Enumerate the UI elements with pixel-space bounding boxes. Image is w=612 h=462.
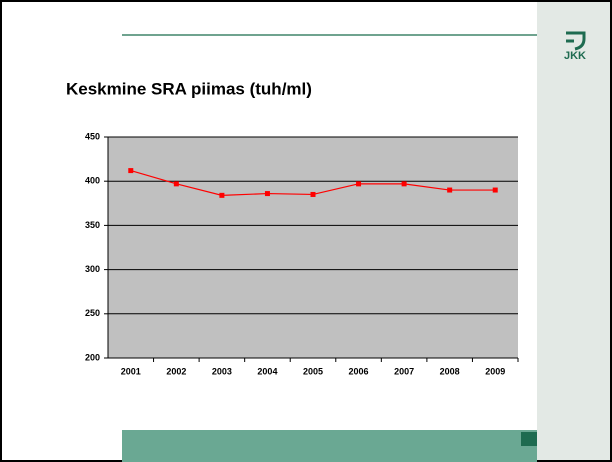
plot-area bbox=[108, 137, 518, 358]
x-tick-label: 2008 bbox=[440, 366, 460, 376]
data-point bbox=[173, 181, 179, 187]
data-point bbox=[128, 168, 134, 174]
y-tick-label: 450 bbox=[85, 131, 100, 141]
data-point bbox=[492, 187, 498, 193]
x-tick-label: 2007 bbox=[394, 366, 414, 376]
data-point bbox=[310, 191, 316, 197]
logo-mark bbox=[566, 31, 586, 51]
data-point bbox=[356, 181, 362, 187]
data-point bbox=[219, 192, 225, 198]
y-tick-label: 350 bbox=[85, 220, 100, 230]
bottom-bar bbox=[122, 430, 537, 462]
data-point bbox=[447, 187, 453, 193]
bottom-square bbox=[521, 432, 537, 446]
data-point bbox=[264, 191, 270, 197]
x-tick-label: 2005 bbox=[303, 366, 323, 376]
y-tick-label: 200 bbox=[85, 352, 100, 362]
x-tick-label: 2004 bbox=[257, 366, 277, 376]
x-tick-label: 2002 bbox=[166, 366, 186, 376]
y-tick-label: 400 bbox=[85, 176, 100, 186]
x-tick-label: 2001 bbox=[121, 366, 141, 376]
x-tick-label: 2006 bbox=[349, 366, 369, 376]
logo: JKK bbox=[564, 31, 586, 62]
y-tick-label: 250 bbox=[85, 308, 100, 318]
y-tick-label: 300 bbox=[85, 264, 100, 274]
chart-title: Keskmine SRA piimas (tuh/ml) bbox=[66, 79, 312, 98]
x-tick-label: 2009 bbox=[485, 366, 505, 376]
x-tick-label: 2003 bbox=[212, 366, 232, 376]
side-panel bbox=[537, 0, 612, 462]
logo-text: JKK bbox=[564, 50, 586, 62]
data-point bbox=[401, 181, 407, 187]
